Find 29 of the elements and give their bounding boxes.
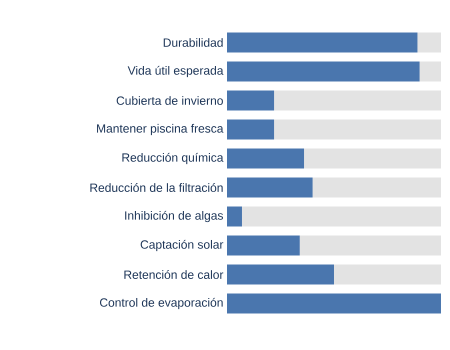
bar xyxy=(274,120,441,140)
bar xyxy=(227,148,304,168)
y-tick-label: Reducción de la filtración xyxy=(90,183,223,192)
bar xyxy=(227,264,334,284)
y-tick-label: Cubierta de invierno xyxy=(116,96,223,105)
bar xyxy=(312,177,441,198)
bar xyxy=(227,90,274,110)
bar xyxy=(420,62,441,82)
bar xyxy=(227,235,300,256)
y-tick-label: Mantener piscina fresca xyxy=(97,124,224,136)
y-tick-label: Vida útil esperada xyxy=(128,66,224,78)
bar xyxy=(227,293,441,314)
bar xyxy=(242,206,441,226)
bar xyxy=(304,148,441,168)
bar xyxy=(300,235,441,256)
y-tick-label: Durabilidad xyxy=(164,38,223,47)
bar xyxy=(417,32,441,53)
bar xyxy=(274,90,441,110)
bar xyxy=(227,177,313,198)
y-tick-label: Captación solar xyxy=(140,240,224,252)
y-tick-label: Reducción química xyxy=(122,152,224,164)
bar xyxy=(227,62,420,82)
bar xyxy=(227,32,418,53)
y-tick-label: Inhibición de algas xyxy=(125,210,223,222)
y-tick-label: Retención de calor xyxy=(124,270,224,279)
bar xyxy=(334,264,441,284)
bar xyxy=(227,206,242,226)
bar xyxy=(227,120,274,140)
y-tick-label: Control de evaporación xyxy=(100,298,223,310)
